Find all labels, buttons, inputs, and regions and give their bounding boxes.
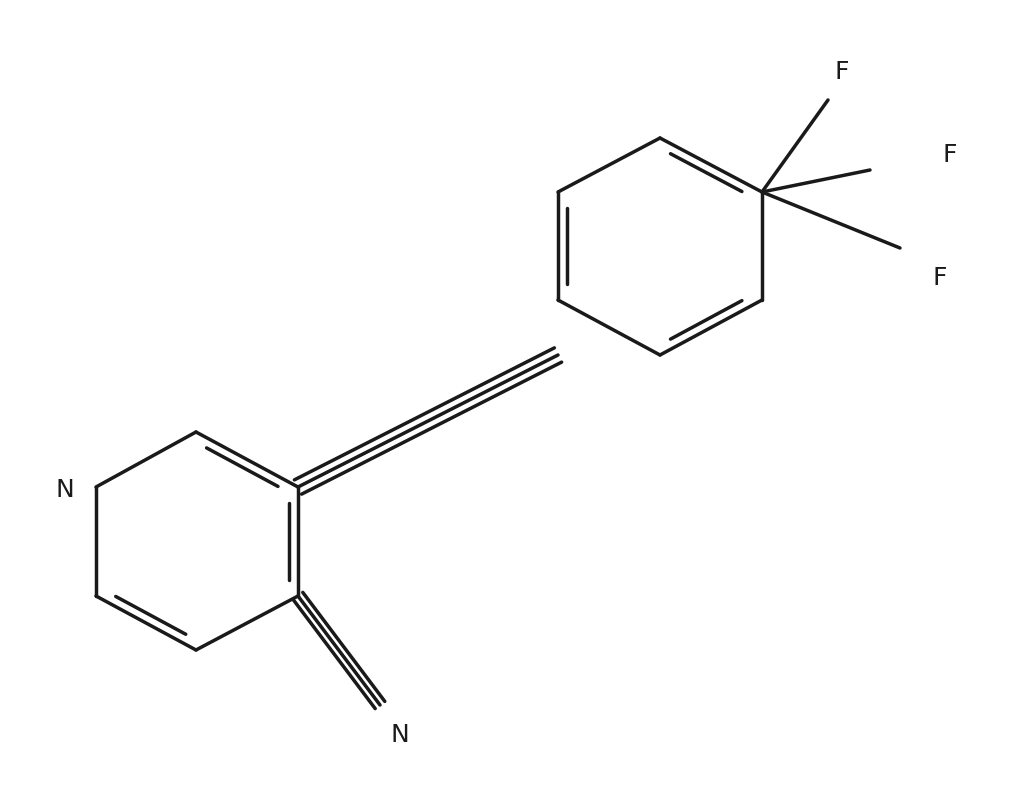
Text: N: N <box>56 478 74 502</box>
Text: F: F <box>835 60 849 84</box>
Text: F: F <box>932 266 948 290</box>
Text: N: N <box>391 723 409 747</box>
Text: F: F <box>943 143 957 167</box>
